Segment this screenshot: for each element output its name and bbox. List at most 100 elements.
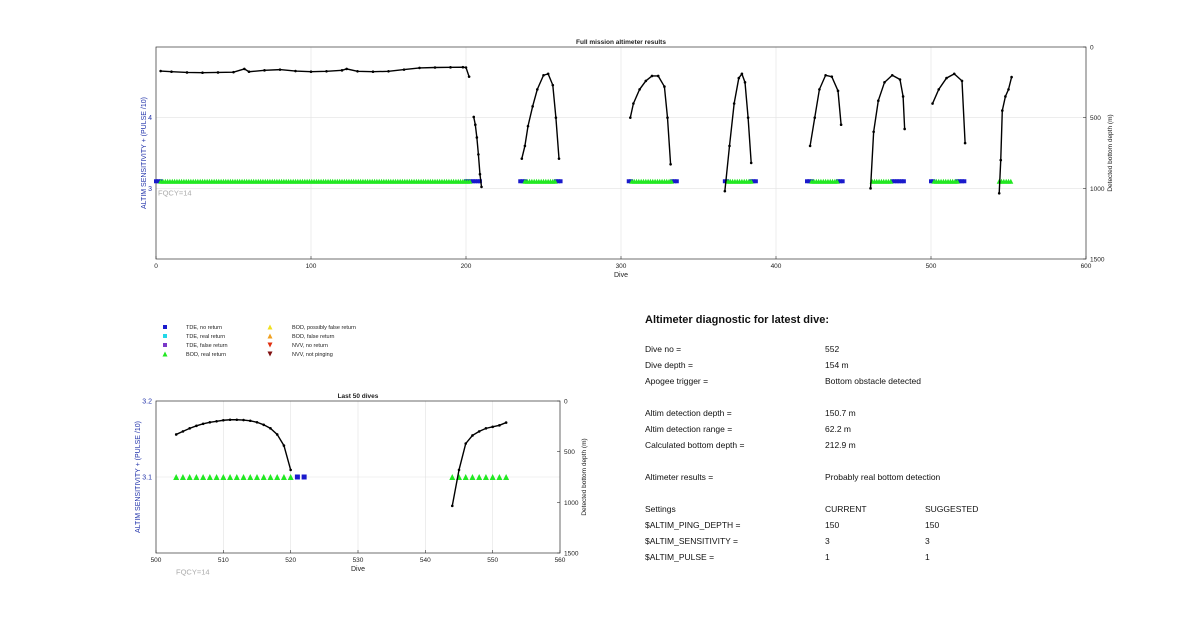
pulse-suggested: 1 (925, 552, 930, 562)
bottom-depth-point (195, 424, 198, 428)
ping-depth-current: 150 (825, 520, 840, 530)
legend-marker (163, 343, 167, 347)
marker-tde-no-return (751, 179, 756, 184)
marker-tde-no-return (899, 179, 904, 184)
marker-tde-no-return (475, 179, 480, 184)
bottom-depth-point (467, 75, 471, 78)
x-tick-label: 540 (420, 557, 431, 564)
legend-marker (267, 324, 273, 330)
bottom-depth-point (877, 99, 880, 103)
chart-title: Full mission altimeter results (576, 39, 666, 46)
bottom-depth-line (160, 66, 470, 77)
suggested-label: SUGGESTED (925, 504, 979, 514)
marker-bod-real-return (179, 474, 186, 480)
x-tick-label: 530 (353, 557, 364, 564)
marker-tde-no-return (894, 179, 899, 184)
legend-marker (267, 351, 273, 357)
bottom-depth-line (931, 72, 966, 144)
bottom-depth-point (340, 69, 344, 72)
bottom-depth-point (746, 116, 750, 119)
marker-tde-no-return (154, 179, 158, 184)
fqcy-annotation: FQCY=14 (176, 567, 210, 576)
marker-tde-no-return (156, 179, 161, 184)
y-left-axis-label: ALTIM SENSITIVITY + (PULSE /10) (141, 97, 148, 209)
marker-bod-real-return (552, 178, 558, 184)
legend-label: TDE, real return (186, 334, 225, 340)
bottom-depth-line (869, 74, 906, 189)
marker-tde-no-return (470, 179, 475, 184)
bottom-depth-point (632, 102, 635, 105)
marker-tde-no-return (556, 179, 561, 184)
marker-tde-no-return (838, 179, 843, 184)
bottom-depth-point (491, 425, 494, 429)
bottom-depth-point (278, 68, 282, 71)
marker-tde-no-return (473, 179, 478, 184)
bottom-depth-point (656, 74, 660, 78)
bottom-depth-point (945, 76, 948, 80)
x-tick-label: 560 (555, 557, 566, 564)
marker-tde-no-return (901, 179, 906, 184)
bottom-depth-point (931, 102, 934, 105)
marker-bod-real-return (834, 178, 840, 184)
marker-tde-no-return (477, 179, 482, 184)
sensitivity-row: $ALTIM_SENSITIVITY = 3 3 (645, 536, 1165, 552)
bottom-depth-line (175, 419, 292, 471)
y-right-tick-label: 1000 (564, 500, 579, 507)
bottom-depth-point (740, 72, 744, 76)
bottom-depth-point (222, 418, 225, 422)
y-right-tick-label: 1500 (1090, 257, 1105, 264)
bottom-depth-point (743, 81, 747, 84)
bottom-depth-point (433, 66, 437, 69)
y-right-tick-label: 0 (1090, 45, 1094, 52)
marker-bod-real-return (220, 474, 227, 480)
marker-bod-real-return (287, 474, 294, 480)
diagnostic-panel: Altimeter diagnostic for latest dive: Di… (645, 314, 1165, 568)
marker-tde-no-return (301, 474, 307, 480)
marker-tde-no-return (962, 179, 967, 184)
ping-depth-row: $ALTIM_PING_DEPTH = 150 150 (645, 520, 1165, 536)
bottom-depth-point (242, 418, 245, 422)
y-left-axis-label: ALTIM SENSITIVITY + (PULSE /10) (135, 421, 142, 533)
marker-tde-no-return (807, 179, 812, 184)
x-tick-label: 400 (771, 263, 782, 270)
marker-tde-no-return (957, 179, 962, 184)
y-right-tick-label: 500 (1090, 115, 1101, 122)
bottom-depth-point (275, 433, 279, 436)
marker-bod-real-return (247, 474, 254, 480)
bottom-depth-point (749, 161, 753, 165)
bottom-depth-line (521, 72, 560, 159)
marker-bod-real-return (489, 474, 496, 480)
marker-bod-real-return (274, 474, 281, 480)
bottom-depth-point (201, 422, 205, 426)
bottom-depth-point (557, 157, 561, 160)
legend-label: TDE, no return (186, 325, 222, 331)
x-tick-label: 550 (487, 557, 498, 564)
bottom-depth-point (247, 70, 251, 74)
bottom-depth-point (890, 73, 894, 77)
bottom-depth-point (474, 123, 477, 127)
bottom-depth-line (473, 116, 483, 188)
bottom-depth-point (937, 88, 941, 91)
bottom-depth-point (188, 427, 191, 430)
bottom-depth-point (356, 70, 359, 73)
marker-tde-no-return (753, 179, 758, 184)
y-right-tick-label: 1000 (1090, 186, 1105, 193)
dive-depth-value: 154 m (825, 360, 849, 370)
marker-tde-no-return (892, 179, 897, 184)
y-left-tick-label: 4 (148, 115, 152, 122)
bottom-depth-point (215, 419, 218, 423)
pulse-current: 1 (825, 552, 830, 562)
chart-title: Last 50 dives (338, 393, 379, 400)
bottom-depth-point (387, 70, 390, 73)
marker-bod-real-return (267, 474, 274, 480)
marker-bod-real-return (213, 474, 220, 480)
bottom-depth-point (248, 419, 252, 423)
bottom-depth-point (1001, 109, 1004, 112)
bottom-depth-point (554, 116, 558, 119)
marker-tde-no-return (294, 474, 300, 480)
legend-marker (163, 334, 167, 338)
x-tick-label: 0 (154, 263, 158, 270)
legend-label: TDE, false return (186, 343, 228, 349)
y-right-tick-label: 500 (564, 449, 575, 456)
